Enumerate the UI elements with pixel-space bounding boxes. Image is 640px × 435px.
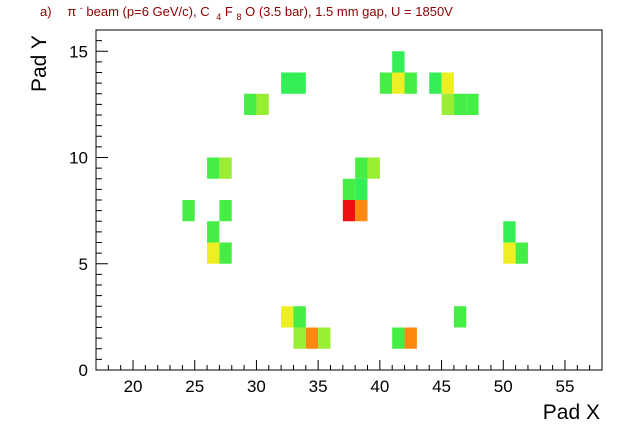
title-charge: -	[80, 3, 83, 13]
heatmap-cell	[367, 157, 380, 179]
heatmap-cell	[318, 327, 331, 349]
title-rest: O (3.5 bar), 1.5 mm gap, U = 1850V	[245, 4, 453, 19]
heatmap-cell	[281, 306, 294, 328]
heatmap-cell	[207, 242, 220, 264]
heatmap-cell	[503, 221, 516, 243]
y-tick-label: 0	[79, 361, 88, 380]
heatmap-cell	[355, 200, 368, 222]
heatmap-cell	[256, 93, 269, 115]
heatmap-cell	[392, 51, 405, 73]
x-axis-title: Pad X	[543, 401, 600, 424]
heatmap-cell	[355, 157, 368, 179]
x-tick-label: 20	[124, 377, 143, 396]
chart-title: a) π - beam (p=6 GeV/c), C 4 F 8 O (3.5 …	[40, 0, 453, 23]
heatmap-cell	[355, 178, 368, 200]
x-tick-label: 50	[494, 377, 513, 396]
heatmap-cells	[182, 51, 528, 349]
heatmap-cell	[219, 200, 232, 222]
x-tick-label: 25	[185, 377, 204, 396]
heatmap-cell	[342, 178, 356, 200]
heatmap-cell	[404, 72, 417, 94]
heatmap-cell	[293, 306, 306, 328]
title-sub1: 4	[216, 12, 221, 22]
heatmap-cell	[441, 93, 454, 115]
heatmap-cell	[453, 306, 467, 328]
x-axis: 20 25 30 35 40 45 50 55	[95, 360, 603, 396]
heatmap-cell	[293, 327, 306, 349]
y-axis-title: Pad Y	[28, 35, 51, 92]
heatmap-cell	[404, 327, 417, 349]
title-mid: F	[225, 4, 233, 19]
y-tick-label: 10	[69, 149, 88, 168]
heatmap-cell	[503, 242, 516, 264]
heatmap-cell	[453, 93, 467, 115]
x-tick-label: 55	[556, 377, 575, 396]
y-axis: 0 5 10 15	[69, 29, 108, 380]
heatmap-cell	[293, 72, 306, 94]
x-tick-label: 30	[247, 377, 266, 396]
heatmap-cell	[342, 200, 356, 222]
heatmap-cell	[281, 72, 294, 94]
heatmap-cell	[219, 242, 232, 264]
y-tick-label: 5	[79, 255, 88, 274]
title-particle: π	[67, 4, 76, 19]
title-sub2: 8	[236, 12, 241, 22]
heatmap-cell	[207, 221, 220, 243]
heatmap-cell	[305, 327, 319, 349]
heatmap-cell	[244, 93, 257, 115]
heatmap-cell	[441, 72, 454, 94]
heatmap-cell	[466, 93, 479, 115]
y-tick-label: 15	[69, 42, 88, 61]
title-beam: beam (p=6 GeV/c), C	[86, 4, 209, 19]
heatmap-cell	[392, 327, 405, 349]
heatmap-cell	[219, 157, 232, 179]
heatmap-cell	[515, 242, 528, 264]
title-prefix: a)	[40, 4, 52, 19]
x-tick-label: 40	[370, 377, 389, 396]
heatmap-cell	[392, 72, 405, 94]
heatmap-cell	[429, 72, 442, 94]
heatmap-cell	[379, 72, 393, 94]
x-tick-label: 35	[309, 377, 328, 396]
heatmap-cell	[207, 157, 220, 179]
x-tick-label: 45	[432, 377, 451, 396]
heatmap-cell	[182, 200, 195, 222]
